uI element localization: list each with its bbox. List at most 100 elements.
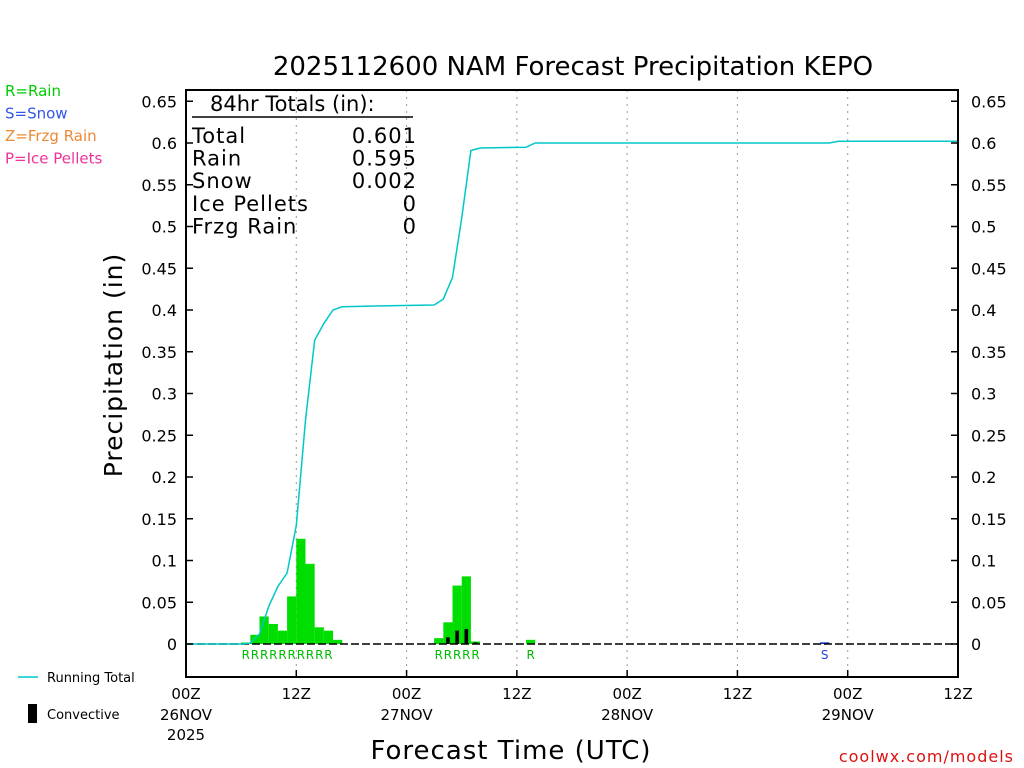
x-tick-date: 28NOV <box>601 706 654 724</box>
y-tick-label-right: 0.35 <box>971 343 1007 362</box>
y-tick-label-left: 0.3 <box>152 385 177 404</box>
y-tick-label-left: 0.25 <box>141 426 177 445</box>
y-tick-label-left: 0.45 <box>141 259 177 278</box>
totals-row-value: 0.002 <box>352 169 417 193</box>
ptype-marker: R <box>288 648 296 662</box>
y-axis-ticks: 0 00.05 0.050.1 0.10.15 0.150.2 0.20.25 0.250.… <box>141 92 1006 654</box>
y-tick-label-left: 0.15 <box>141 510 177 529</box>
precip-bar-rain <box>287 596 297 644</box>
ptype-marker: R <box>260 648 268 662</box>
totals-row-label: Total <box>191 124 246 148</box>
y-tick-label-left: 0.6 <box>152 134 177 153</box>
totals-row-value: 0 <box>403 192 417 216</box>
precip-bar-rain <box>323 630 334 644</box>
ptype-legend: R=Rain S=Snow Z=Frzg Rain P=Ice Pellets <box>5 82 102 168</box>
x-tick-year: 2025 <box>167 726 205 744</box>
y-axis-label: Precipitation (in) <box>99 253 128 478</box>
ptype-marker: R <box>526 648 534 662</box>
precip-bar-rain <box>296 538 306 644</box>
running-total-line <box>186 140 958 645</box>
x-axis-ticks: 00Z 26NOV 2025 12Z 00Z 27NOV 12Z 00Z 28NOV 12Z 00Z… <box>160 670 973 744</box>
x-tick-label: 12Z <box>282 685 311 703</box>
precip-bar-rain <box>305 563 315 644</box>
ptype-legend-item: S=Snow <box>5 105 68 123</box>
x-tick-label: 00Z <box>612 685 641 703</box>
ptype-marker: R <box>269 648 277 662</box>
y-tick-label-left: 0.4 <box>152 301 177 320</box>
x-tick-label: 12Z <box>943 685 972 703</box>
convective-bar <box>455 630 459 644</box>
y-tick-label-left: 0.5 <box>152 218 177 237</box>
y-tick-label-left: 0.35 <box>141 343 177 362</box>
ptype-marker: R <box>306 648 314 662</box>
ptype-marker: R <box>324 648 332 662</box>
y-tick-label-right: 0.65 <box>971 92 1007 111</box>
totals-row-label: Ice Pellets <box>192 192 309 216</box>
precip-bar-rain <box>443 622 453 644</box>
precip-bar-rain <box>268 623 278 644</box>
y-tick-label-right: 0.5 <box>971 218 996 237</box>
y-tick-label-right: 0.4 <box>971 301 996 320</box>
ptype-marker: R <box>435 648 443 662</box>
plot-frame <box>185 89 959 678</box>
ptype-legend-item: Z=Frzg Rain <box>5 127 97 145</box>
y-tick-label-right: 0.55 <box>971 176 1007 195</box>
precip-bar-rain <box>333 639 343 644</box>
ptype-legend-item: R=Rain <box>5 82 61 100</box>
y-tick-label-left: 0.05 <box>141 593 177 612</box>
x-tick-date: 29NOV <box>822 706 875 724</box>
precip-bar-rain <box>434 638 444 644</box>
y-tick-label-right: 0 <box>971 635 981 654</box>
x-tick-label: 00Z <box>392 685 421 703</box>
totals-row-value: 0.601 <box>352 124 417 148</box>
ptype-marker: R <box>444 648 452 662</box>
totals-box: 84hr Totals (in): Total 0.601 Rain 0.595 Sno… <box>191 92 417 238</box>
y-tick-label-right: 0.45 <box>971 259 1007 278</box>
ptype-marker: S <box>821 648 829 662</box>
x-tick-label: 00Z <box>833 685 862 703</box>
y-tick-label-left: 0.55 <box>141 176 177 195</box>
precip-bar-rain <box>461 576 471 644</box>
totals-heading: 84hr Totals (in): <box>210 92 375 116</box>
y-tick-label-left: 0.1 <box>152 552 177 571</box>
x-tick-label: 12Z <box>502 685 531 703</box>
y-tick-label-right: 0.15 <box>971 510 1007 529</box>
precip-bar-rain <box>259 616 269 644</box>
totals-row-label: Frzg Rain <box>192 214 297 238</box>
ptype-marker: R <box>278 648 286 662</box>
y-tick-label-right: 0.05 <box>971 593 1007 612</box>
y-tick-label-left: 0.2 <box>152 468 177 487</box>
y-tick-label-right: 0.2 <box>971 468 996 487</box>
precip-bar-rain <box>277 630 288 644</box>
x-tick-date: 27NOV <box>381 706 434 724</box>
x-axis-label: Forecast Time (UTC) <box>370 736 651 766</box>
precip-bar-rain <box>526 639 536 644</box>
totals-row-value: 0 <box>403 214 417 238</box>
precip-bar-rain <box>314 627 324 644</box>
totals-row-label: Rain <box>192 147 242 171</box>
convective-legend-swatch <box>28 704 37 723</box>
running-total-legend-label: Running Total <box>47 671 135 686</box>
bottom-legend: Running Total Convective <box>18 671 135 723</box>
convective-bar <box>464 628 469 644</box>
totals-row-value: 0.595 <box>352 147 417 171</box>
x-tick-date: 26NOV <box>160 706 213 724</box>
totals-row-label: Snow <box>192 169 253 193</box>
ptype-marker: R <box>315 648 323 662</box>
ptype-marker: R <box>471 648 479 662</box>
y-tick-label-right: 0.25 <box>971 426 1007 445</box>
x-tick-label: 00Z <box>171 685 200 703</box>
y-tick-label-right: 0.6 <box>971 134 996 153</box>
y-tick-label-left: 0.65 <box>141 92 177 111</box>
x-tick-label: 12Z <box>723 685 752 703</box>
convective-bar <box>446 637 450 644</box>
ptype-marker: R <box>242 648 250 662</box>
ptype-marker: R <box>251 648 259 662</box>
ptype-legend-item: P=Ice Pellets <box>5 150 102 168</box>
convective-legend-label: Convective <box>47 708 120 723</box>
ptype-marker: R <box>462 648 470 662</box>
ptype-marker: R <box>453 648 461 662</box>
y-tick-label-right: 0.1 <box>971 552 996 571</box>
